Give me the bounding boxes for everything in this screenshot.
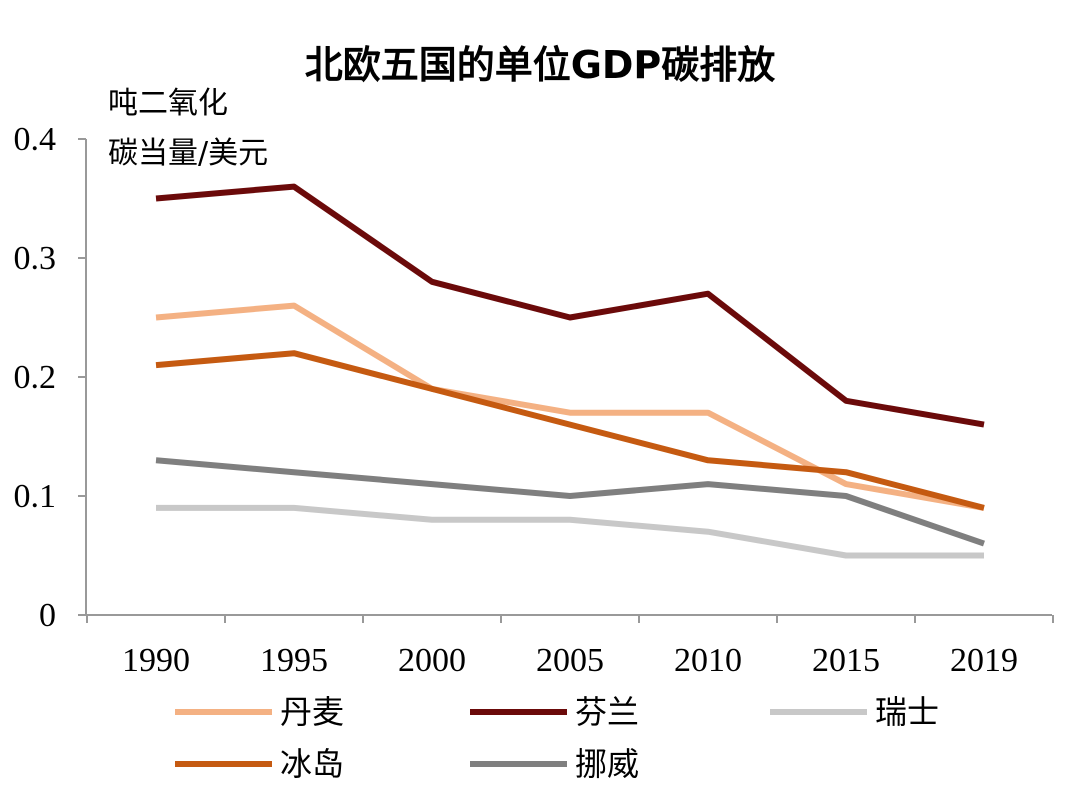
series-line (155, 350, 985, 511)
legend-label: 丹麦 (280, 693, 344, 731)
y-tick-label: 0 (39, 597, 56, 634)
x-tick-label: 2015 (812, 642, 880, 679)
legend-label: 芬兰 (575, 693, 639, 731)
x-tick-label: 2010 (674, 642, 742, 679)
y-tick-label: 0.3 (14, 240, 57, 277)
legend-item: 芬兰 (470, 693, 639, 731)
y-tick-label: 0.4 (14, 121, 57, 158)
x-tick-label: 2005 (536, 642, 604, 679)
chart-title: 北欧五国的单位GDP碳排放 (305, 43, 776, 87)
x-tick-label: 1995 (260, 642, 328, 679)
series-line (155, 457, 985, 547)
y-tick-label: 0.1 (14, 478, 57, 515)
x-tick-label: 2000 (398, 642, 466, 679)
series-line (155, 302, 985, 511)
y-axis-label-line-1: 吨二氧化 (108, 86, 228, 121)
legend-item: 丹麦 (175, 693, 344, 731)
x-tick-label: 1990 (122, 642, 190, 679)
legend-label: 瑞士 (875, 693, 939, 731)
legend-item: 冰岛 (175, 745, 344, 783)
y-tick-label: 0.2 (14, 359, 57, 396)
series-line (156, 504, 984, 559)
y-axis-label-line-2: 碳当量/美元 (108, 136, 268, 171)
legend-label: 挪威 (575, 745, 639, 783)
legend-label: 冰岛 (280, 745, 344, 783)
axes: 0 0.1 0.2 0.3 0.4 1990 1995 2000 2005 2010 2015 201… (14, 121, 1054, 679)
x-tick-label: 2019 (950, 642, 1018, 679)
legend-item: 挪威 (470, 745, 639, 783)
series-line (155, 183, 985, 428)
series-lines (155, 183, 985, 559)
legend-item: 瑞士 (770, 693, 939, 731)
